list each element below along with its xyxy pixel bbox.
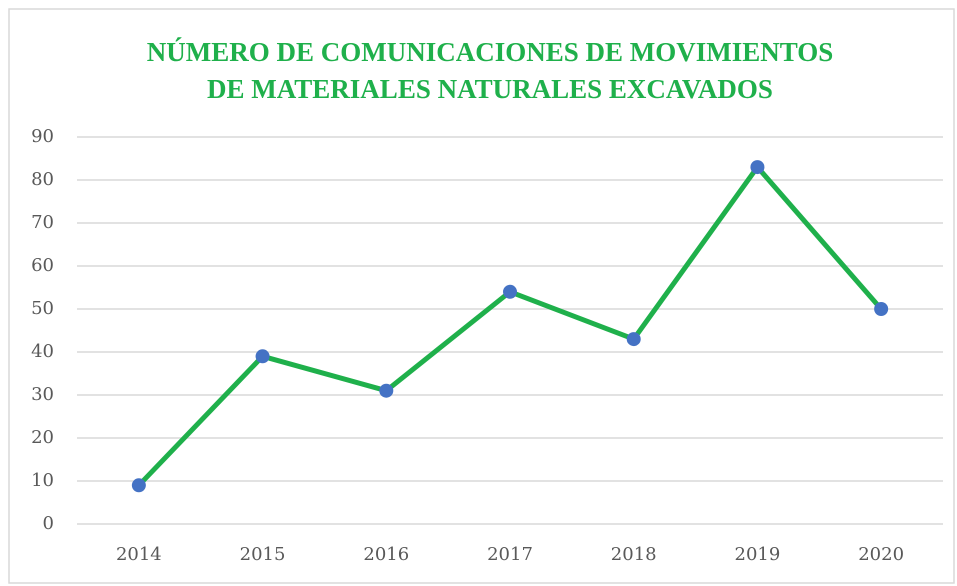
marker — [379, 383, 394, 398]
y-tick-label: 0 — [43, 513, 54, 534]
chart-title: DE MATERIALES NATURALES EXCAVADOS — [207, 74, 773, 104]
marker — [131, 478, 146, 493]
marker — [503, 284, 517, 299]
x-tick-label: 2019 — [735, 544, 781, 565]
chart-title: NÚMERO DE COMUNICACIONES DE MOVIMIENTOS — [147, 37, 834, 67]
y-tick-label: 60 — [31, 255, 54, 276]
x-tick-label: 2015 — [240, 544, 286, 565]
x-tick-label: 2017 — [487, 544, 533, 565]
marker — [255, 349, 270, 364]
y-tick-label: 70 — [31, 212, 54, 233]
y-tick-label: 10 — [31, 470, 54, 491]
x-tick-label: 2020 — [858, 544, 904, 565]
marker — [626, 332, 641, 347]
x-tick-label: 2014 — [116, 544, 162, 565]
y-tick-label: 40 — [31, 341, 54, 362]
x-tick-label: 2016 — [363, 544, 409, 565]
y-tick-label: 20 — [31, 427, 54, 448]
y-tick-label: 50 — [31, 298, 54, 319]
chart-frame — [8, 8, 955, 584]
x-tick-label: 2018 — [611, 544, 657, 565]
marker — [874, 302, 889, 316]
y-tick-label: 90 — [31, 126, 54, 147]
marker — [750, 160, 765, 175]
y-tick-label: 30 — [31, 384, 54, 405]
y-tick-label: 80 — [31, 169, 54, 190]
